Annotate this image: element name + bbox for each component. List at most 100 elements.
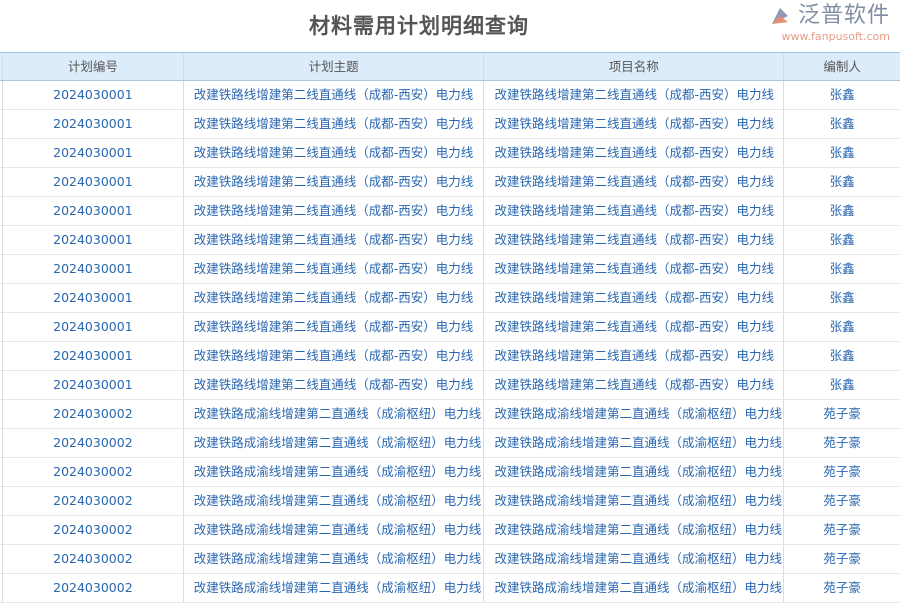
- author-cell[interactable]: 张鑫: [829, 319, 855, 334]
- project-name-cell[interactable]: 改建铁路线增建第二线直通线（成都-西安）电力线: [484, 168, 785, 196]
- author-cell[interactable]: 苑子豪: [823, 493, 861, 508]
- project-name-cell[interactable]: 改建铁路成渝线增建第二直通线（成渝枢纽）电力线: [484, 574, 785, 602]
- author-cell[interactable]: 苑子豪: [823, 522, 861, 537]
- author-cell[interactable]: 苑子豪: [823, 551, 861, 566]
- plan-subject-cell[interactable]: 改建铁路成渝线增建第二直通线（成渝枢纽）电力线: [184, 487, 485, 515]
- plan-no-cell[interactable]: 2024030002: [3, 487, 184, 515]
- author-cell[interactable]: 苑子豪: [823, 435, 861, 450]
- project-name-cell[interactable]: 改建铁路成渝线增建第二直通线（成渝枢纽）电力线: [484, 487, 785, 515]
- table-row[interactable]: 2024030001 改建铁路线增建第二线直通线（成都-西安）电力线 改建铁路线增建…: [0, 139, 900, 168]
- plan-subject-cell[interactable]: 改建铁路线增建第二线直通线（成都-西安）电力线: [184, 139, 485, 167]
- table-row[interactable]: 2024030002 改建铁路成渝线增建第二直通线（成渝枢纽）电力线 改建铁路成渝线…: [0, 545, 900, 574]
- project-name-cell[interactable]: 改建铁路成渝线增建第二直通线（成渝枢纽）电力线: [484, 400, 785, 428]
- table-row[interactable]: 2024030001 改建铁路线增建第二线直通线（成都-西安）电力线 改建铁路线增建…: [0, 226, 900, 255]
- page-title: 材料需用计划明细查询: [309, 14, 529, 38]
- project-name-cell[interactable]: 改建铁路成渝线增建第二直通线（成渝枢纽）电力线: [484, 458, 785, 486]
- project-name-cell[interactable]: 改建铁路线增建第二线直通线（成都-西安）电力线: [484, 284, 785, 312]
- table-row[interactable]: 2024030001 改建铁路线增建第二线直通线（成都-西安）电力线 改建铁路线增建…: [0, 313, 900, 342]
- plan-subject-cell[interactable]: 改建铁路线增建第二线直通线（成都-西安）电力线: [184, 110, 485, 138]
- table-row[interactable]: 2024030002 改建铁路成渝线增建第二直通线（成渝枢纽）电力线 改建铁路成渝线…: [0, 458, 900, 487]
- plan-subject-cell[interactable]: 改建铁路线增建第二线直通线（成都-西安）电力线: [184, 313, 485, 341]
- plan-no-cell[interactable]: 2024030001: [3, 81, 184, 109]
- table-row[interactable]: 2024030001 改建铁路线增建第二线直通线（成都-西安）电力线 改建铁路线增建…: [0, 197, 900, 226]
- project-name-cell[interactable]: 改建铁路线增建第二线直通线（成都-西安）电力线: [484, 226, 785, 254]
- column-header-author[interactable]: 编制人: [823, 59, 861, 74]
- plan-subject-cell[interactable]: 改建铁路线增建第二线直通线（成都-西安）电力线: [184, 284, 485, 312]
- plan-subject-cell[interactable]: 改建铁路成渝线增建第二直通线（成渝枢纽）电力线: [184, 458, 485, 486]
- table-row[interactable]: 2024030001 改建铁路线增建第二线直通线（成都-西安）电力线 改建铁路线增建…: [0, 168, 900, 197]
- project-name-cell[interactable]: 改建铁路线增建第二线直通线（成都-西安）电力线: [484, 139, 785, 167]
- author-cell[interactable]: 苑子豪: [823, 464, 861, 479]
- plan-no-cell[interactable]: 2024030001: [3, 284, 184, 312]
- plan-subject-cell[interactable]: 改建铁路成渝线增建第二直通线（成渝枢纽）电力线: [184, 516, 485, 544]
- table-row[interactable]: 2024030001 改建铁路线增建第二线直通线（成都-西安）电力线 改建铁路线增建…: [0, 284, 900, 313]
- plan-no-cell[interactable]: 2024030001: [3, 168, 184, 196]
- watermark-logo: 泛普软件 www.fanpusoft.com: [768, 2, 890, 48]
- table-row[interactable]: 2024030002 改建铁路成渝线增建第二直通线（成渝枢纽）电力线 改建铁路成渝线…: [0, 400, 900, 429]
- author-cell[interactable]: 张鑫: [829, 116, 855, 131]
- author-cell[interactable]: 张鑫: [829, 377, 855, 392]
- table-row[interactable]: 2024030001 改建铁路线增建第二线直通线（成都-西安）电力线 改建铁路线增建…: [0, 342, 900, 371]
- plan-no-cell[interactable]: 2024030001: [3, 110, 184, 138]
- author-cell[interactable]: 苑子豪: [823, 580, 861, 595]
- plan-subject-cell[interactable]: 改建铁路线增建第二线直通线（成都-西安）电力线: [184, 81, 485, 109]
- table-row[interactable]: 2024030002 改建铁路成渝线增建第二直通线（成渝枢纽）电力线 改建铁路成渝线…: [0, 574, 900, 603]
- plan-no-cell[interactable]: 2024030002: [3, 574, 184, 602]
- fanpu-logo-icon: [771, 8, 788, 24]
- project-name-cell[interactable]: 改建铁路线增建第二线直通线（成都-西安）电力线: [484, 313, 785, 341]
- plan-no-cell[interactable]: 2024030001: [3, 313, 184, 341]
- column-header-plan-no[interactable]: 计划编号: [3, 53, 184, 80]
- project-name-cell[interactable]: 改建铁路成渝线增建第二直通线（成渝枢纽）电力线: [484, 545, 785, 573]
- table-header: 计划编号 计划主题 项目名称 编制人: [0, 53, 900, 81]
- project-name-cell[interactable]: 改建铁路线增建第二线直通线（成都-西安）电力线: [484, 110, 785, 138]
- table-row[interactable]: 2024030001 改建铁路线增建第二线直通线（成都-西安）电力线 改建铁路线增建…: [0, 255, 900, 284]
- author-cell[interactable]: 张鑫: [829, 87, 855, 102]
- plan-subject-cell[interactable]: 改建铁路线增建第二线直通线（成都-西安）电力线: [184, 371, 485, 399]
- table-row[interactable]: 2024030001 改建铁路线增建第二线直通线（成都-西安）电力线 改建铁路线增建…: [0, 110, 900, 139]
- table-row[interactable]: 2024030001 改建铁路线增建第二线直通线（成都-西安）电力线 改建铁路线增建…: [0, 81, 900, 110]
- author-cell[interactable]: 张鑫: [829, 203, 855, 218]
- plan-no-cell[interactable]: 2024030002: [3, 545, 184, 573]
- table-row[interactable]: 2024030002 改建铁路成渝线增建第二直通线（成渝枢纽）电力线 改建铁路成渝线…: [0, 516, 900, 545]
- plan-subject-cell[interactable]: 改建铁路成渝线增建第二直通线（成渝枢纽）电力线: [184, 400, 485, 428]
- project-name-cell[interactable]: 改建铁路线增建第二线直通线（成都-西安）电力线: [484, 81, 785, 109]
- plan-no-cell[interactable]: 2024030001: [3, 139, 184, 167]
- plan-no-cell[interactable]: 2024030001: [3, 197, 184, 225]
- plan-no-cell[interactable]: 2024030001: [3, 342, 184, 370]
- project-name-cell[interactable]: 改建铁路线增建第二线直通线（成都-西安）电力线: [484, 255, 785, 283]
- plan-subject-cell[interactable]: 改建铁路线增建第二线直通线（成都-西安）电力线: [184, 342, 485, 370]
- plan-no-cell[interactable]: 2024030002: [3, 400, 184, 428]
- plan-no-cell[interactable]: 2024030001: [3, 255, 184, 283]
- plan-subject-cell[interactable]: 改建铁路线增建第二线直通线（成都-西安）电力线: [184, 197, 485, 225]
- column-header-project-name[interactable]: 项目名称: [484, 53, 785, 80]
- project-name-cell[interactable]: 改建铁路线增建第二线直通线（成都-西安）电力线: [484, 371, 785, 399]
- plan-no-cell[interactable]: 2024030002: [3, 516, 184, 544]
- author-cell[interactable]: 张鑫: [829, 261, 855, 276]
- plan-no-cell[interactable]: 2024030002: [3, 458, 184, 486]
- project-name-cell[interactable]: 改建铁路成渝线增建第二直通线（成渝枢纽）电力线: [484, 429, 785, 457]
- plan-subject-cell[interactable]: 改建铁路成渝线增建第二直通线（成渝枢纽）电力线: [184, 574, 485, 602]
- project-name-cell[interactable]: 改建铁路线增建第二线直通线（成都-西安）电力线: [484, 197, 785, 225]
- project-name-cell[interactable]: 改建铁路线增建第二线直通线（成都-西安）电力线: [484, 342, 785, 370]
- table-row[interactable]: 2024030002 改建铁路成渝线增建第二直通线（成渝枢纽）电力线 改建铁路成渝线…: [0, 487, 900, 516]
- plan-subject-cell[interactable]: 改建铁路成渝线增建第二直通线（成渝枢纽）电力线: [184, 545, 485, 573]
- table-row[interactable]: 2024030002 改建铁路成渝线增建第二直通线（成渝枢纽）电力线 改建铁路成渝线…: [0, 429, 900, 458]
- plan-no-cell[interactable]: 2024030001: [3, 226, 184, 254]
- author-cell[interactable]: 苑子豪: [823, 406, 861, 421]
- data-grid: 计划编号 计划主题 项目名称 编制人 2024030001 改建铁路线增建第二线直…: [0, 52, 900, 603]
- author-cell[interactable]: 张鑫: [829, 348, 855, 363]
- watermark-name: 泛普软件: [797, 3, 890, 28]
- plan-no-cell[interactable]: 2024030002: [3, 429, 184, 457]
- column-header-plan-subject[interactable]: 计划主题: [184, 53, 485, 80]
- plan-subject-cell[interactable]: 改建铁路线增建第二线直通线（成都-西安）电力线: [184, 255, 485, 283]
- plan-subject-cell[interactable]: 改建铁路线增建第二线直通线（成都-西安）电力线: [184, 226, 485, 254]
- author-cell[interactable]: 张鑫: [829, 290, 855, 305]
- author-cell[interactable]: 张鑫: [829, 174, 855, 189]
- author-cell[interactable]: 张鑫: [829, 232, 855, 247]
- author-cell[interactable]: 张鑫: [829, 145, 855, 160]
- plan-subject-cell[interactable]: 改建铁路线增建第二线直通线（成都-西安）电力线: [184, 168, 485, 196]
- table-row[interactable]: 2024030001 改建铁路线增建第二线直通线（成都-西安）电力线 改建铁路线增建…: [0, 371, 900, 400]
- plan-subject-cell[interactable]: 改建铁路成渝线增建第二直通线（成渝枢纽）电力线: [184, 429, 485, 457]
- plan-no-cell[interactable]: 2024030001: [3, 371, 184, 399]
- project-name-cell[interactable]: 改建铁路成渝线增建第二直通线（成渝枢纽）电力线: [484, 516, 785, 544]
